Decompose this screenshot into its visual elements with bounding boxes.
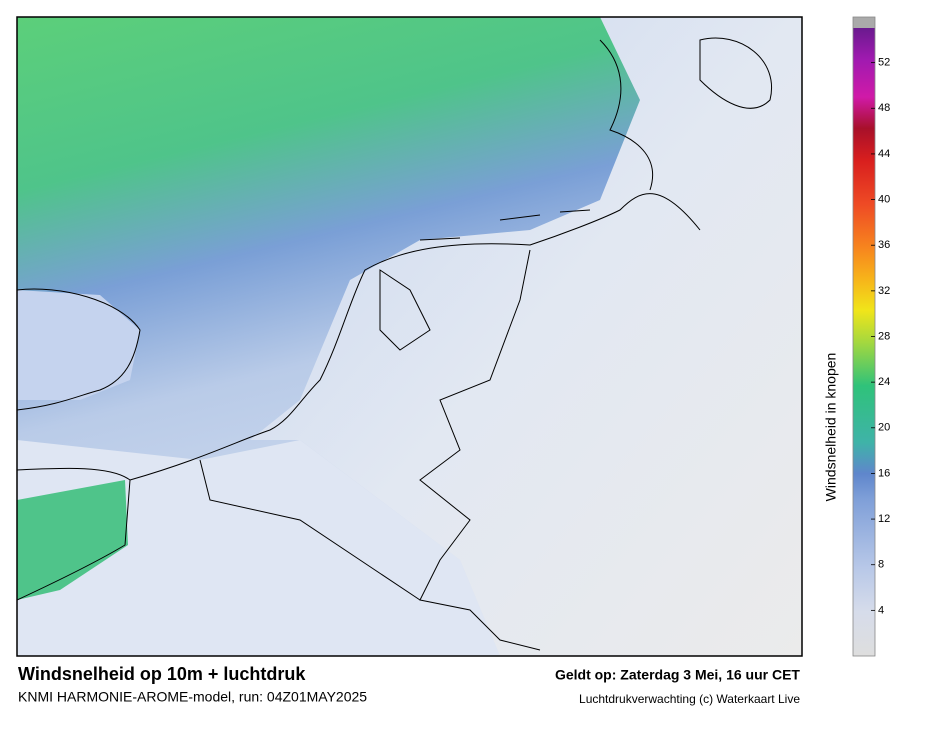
credit: Luchtdrukverwachting (c) Waterkaart Live bbox=[579, 692, 800, 706]
title: Windsnelheid op 10m + luchtdruk bbox=[18, 664, 306, 684]
colorbar-tick-label: 44 bbox=[878, 148, 890, 160]
land-continent bbox=[250, 17, 802, 656]
colorbar-tick-label: 36 bbox=[878, 239, 890, 251]
colorbar-label: Windsnelheid in knopen bbox=[823, 353, 839, 502]
coastlines bbox=[17, 37, 772, 651]
colorbar bbox=[853, 28, 875, 656]
colorbar-tick-label: 48 bbox=[878, 102, 890, 114]
subtitle: KNMI HARMONIE-AROME-model, run: 04Z01MAY… bbox=[18, 689, 367, 705]
colorbar-tick-label: 40 bbox=[878, 193, 890, 205]
colorbar-tick-label: 28 bbox=[878, 330, 890, 342]
colorbar-tick-label: 12 bbox=[878, 513, 890, 525]
colorbar-tick-label: 8 bbox=[878, 559, 884, 571]
colorbar-over bbox=[853, 17, 875, 28]
map-frame bbox=[16, 16, 803, 657]
land-south bbox=[17, 440, 500, 656]
colorbar-tick-label: 52 bbox=[878, 57, 890, 69]
colorbar-tick-label: 16 bbox=[878, 467, 890, 479]
colorbar-tick-label: 24 bbox=[878, 376, 890, 388]
colorbar-tick-label: 4 bbox=[878, 604, 884, 616]
valid-time: Geldt op: Zaterdag 3 Mei, 16 uur CET bbox=[555, 667, 800, 683]
map bbox=[17, 17, 802, 656]
colorbar-tick-label: 20 bbox=[878, 422, 890, 434]
land-england bbox=[17, 290, 140, 400]
colorbar-tick-label: 32 bbox=[878, 285, 890, 297]
channel bbox=[17, 480, 128, 600]
